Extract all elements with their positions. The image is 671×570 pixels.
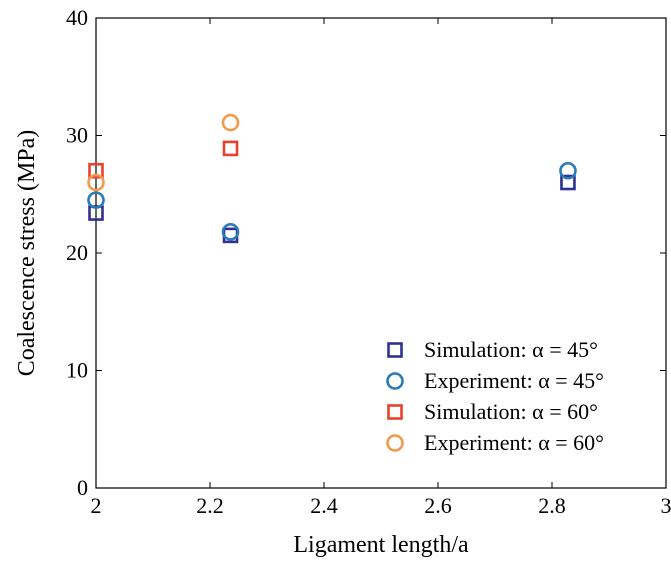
legend: Simulation: α = 45° Experiment: α = 45° Si… bbox=[386, 337, 604, 455]
y-tick-label: 0 bbox=[77, 475, 88, 500]
y-tick-label: 20 bbox=[66, 240, 88, 265]
y-tick-label: 30 bbox=[66, 123, 88, 148]
data-point-square bbox=[222, 140, 239, 157]
legend-label: Simulation: α = 45° bbox=[424, 337, 598, 362]
x-axis-title: Ligament length/a bbox=[293, 532, 469, 558]
y-tick-label: 40 bbox=[66, 5, 88, 30]
data-point-circle bbox=[87, 191, 105, 209]
x-tick-label: 3 bbox=[661, 493, 671, 518]
data-points bbox=[87, 113, 577, 244]
data-point-square bbox=[88, 162, 104, 179]
axis-ticks bbox=[95, 17, 667, 489]
y-tick-label: 10 bbox=[66, 358, 88, 383]
data-point-circle bbox=[221, 113, 240, 132]
x-tick-label: 2 bbox=[91, 493, 102, 518]
legend-marker bbox=[386, 372, 404, 390]
legend-marker bbox=[387, 404, 403, 420]
x-tick-label: 2.2 bbox=[196, 493, 224, 518]
legend-label: Experiment: α = 45° bbox=[424, 368, 604, 393]
data-point-circle bbox=[221, 223, 240, 241]
x-tick-label: 2.8 bbox=[538, 493, 566, 518]
data-point-circle bbox=[87, 173, 105, 192]
data-point-square bbox=[560, 174, 576, 191]
legend-label: Experiment: α = 60° bbox=[424, 430, 604, 455]
x-tick-label: 2.6 bbox=[424, 493, 452, 518]
legend-marker bbox=[387, 342, 403, 358]
legend-marker bbox=[386, 434, 404, 452]
x-tick-label: 2.4 bbox=[310, 493, 338, 518]
legend-label: Simulation: α = 60° bbox=[424, 399, 598, 424]
data-point-circle bbox=[559, 161, 577, 180]
y-axis-title: Coalescence stress (MPa) bbox=[14, 130, 40, 377]
